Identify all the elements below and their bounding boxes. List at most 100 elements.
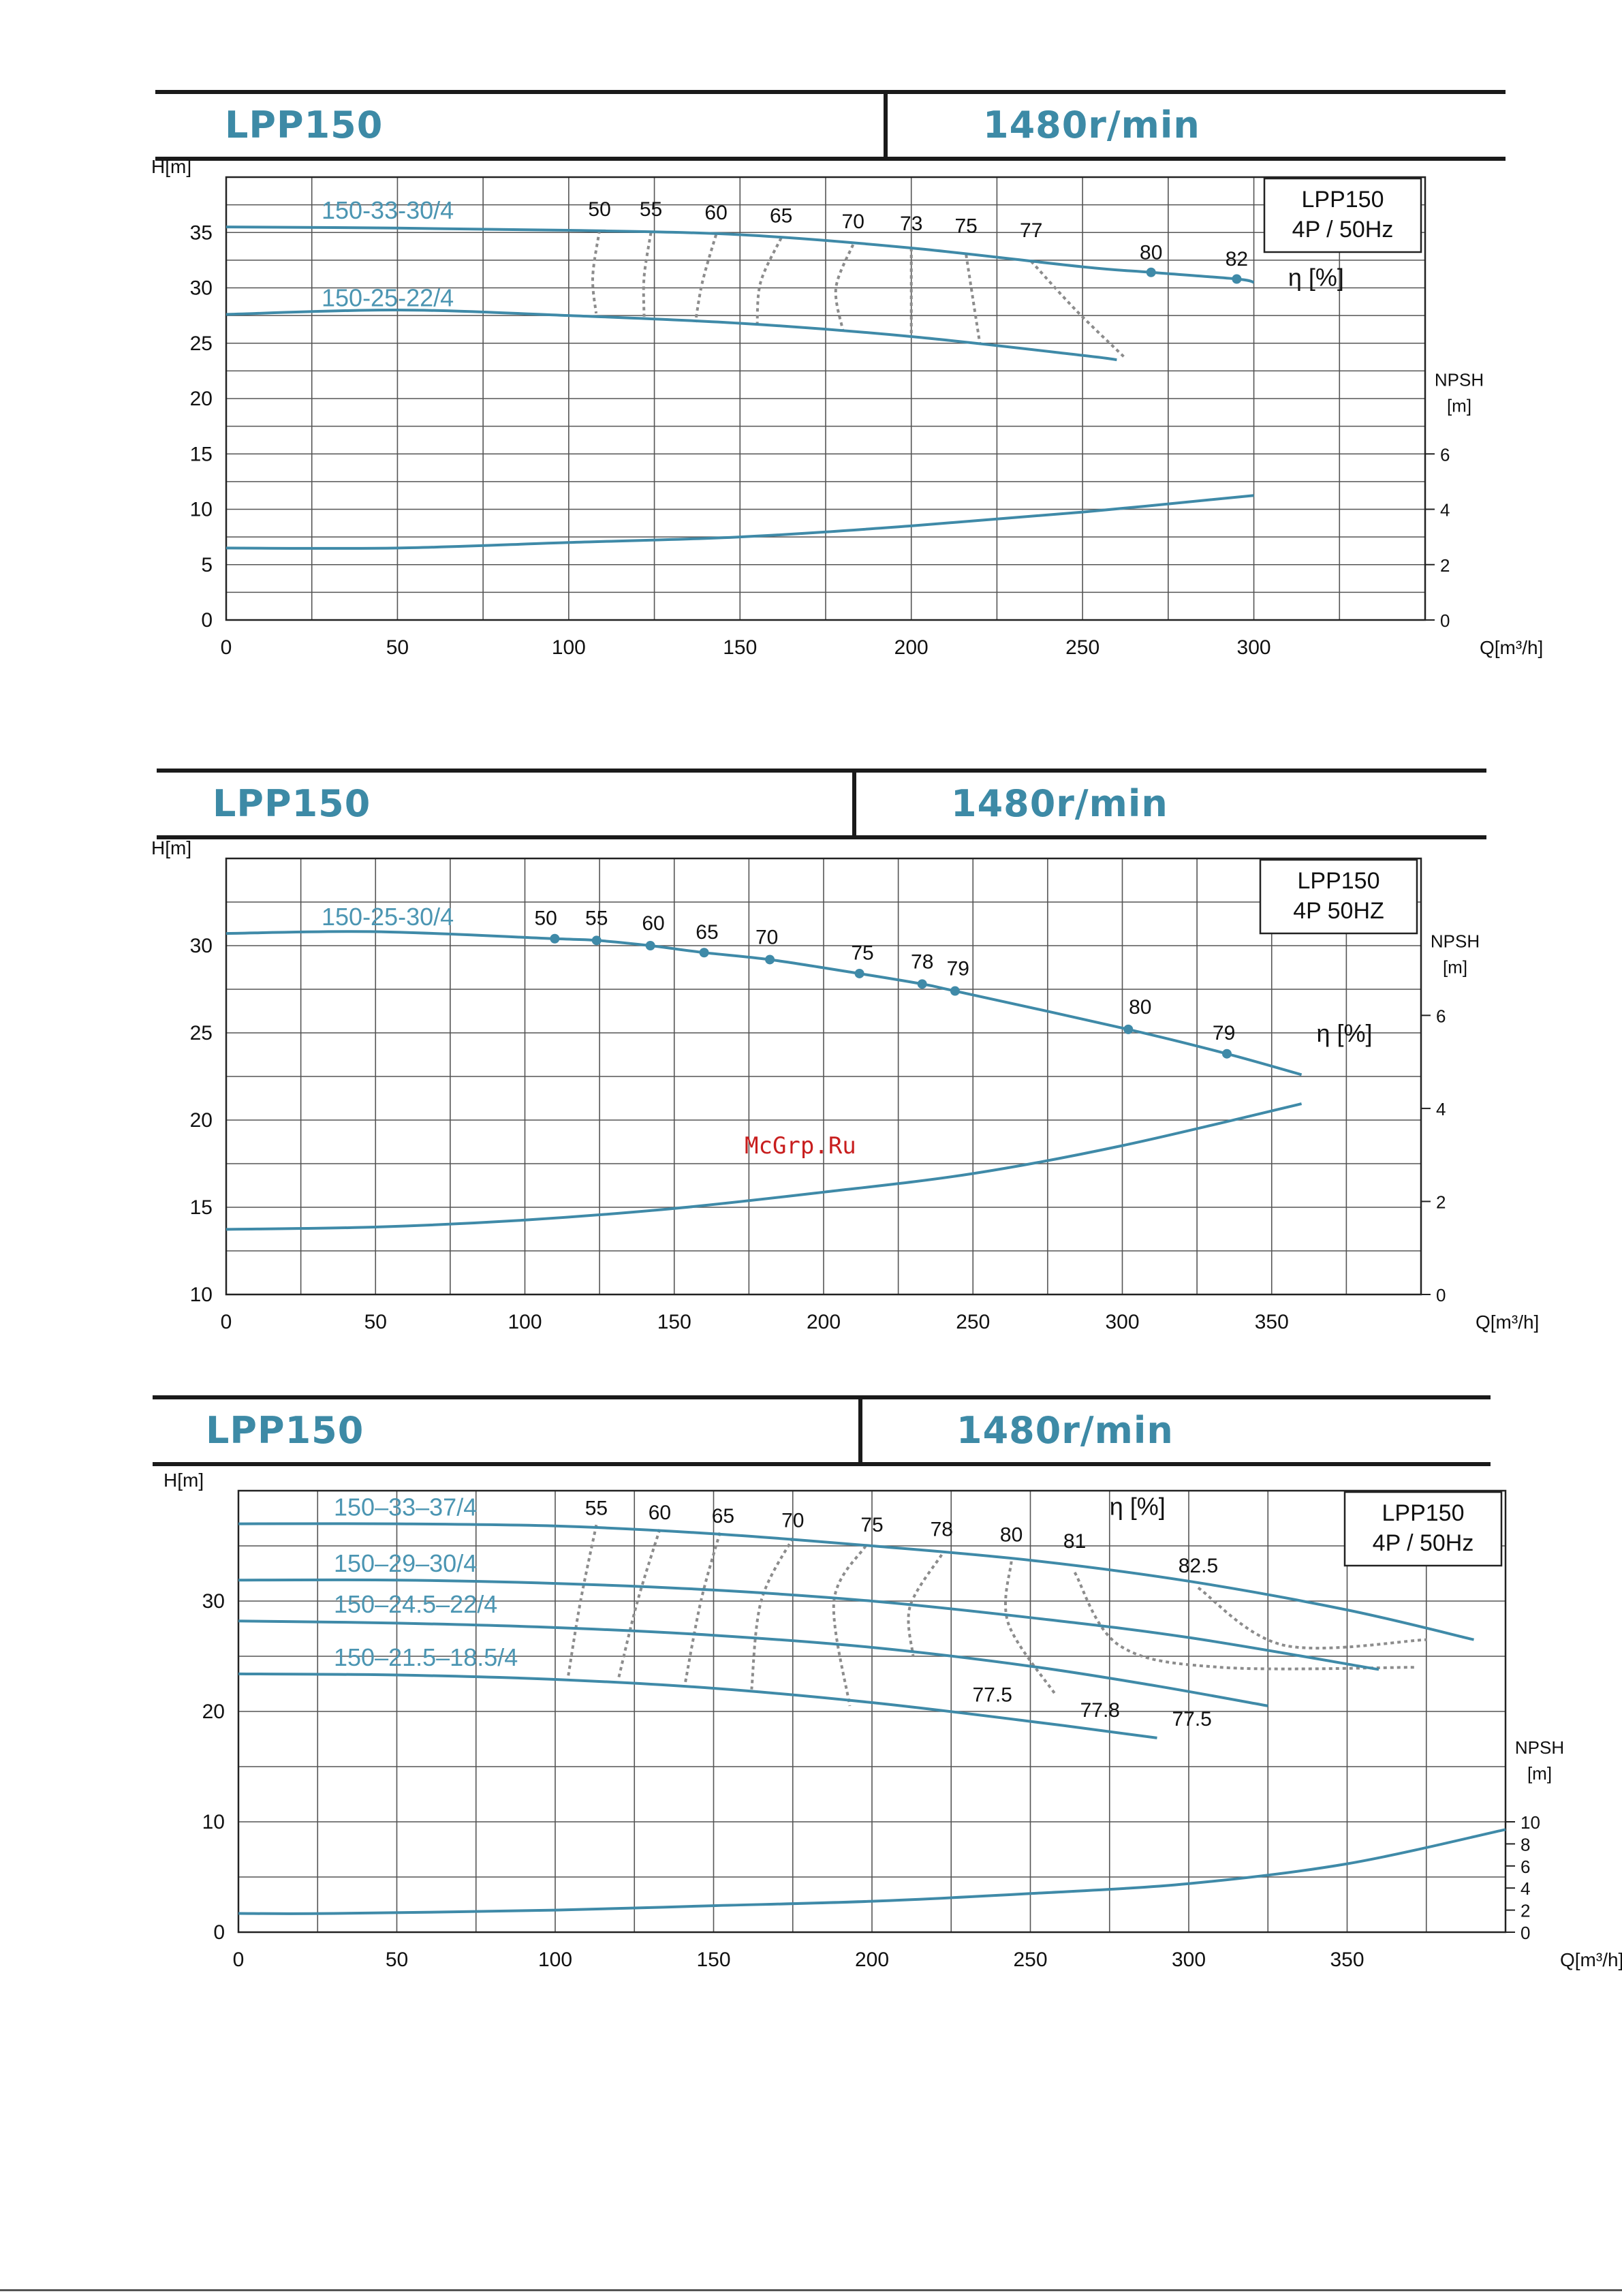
- efficiency-label: 81: [1063, 1530, 1086, 1553]
- npsh-curve: [238, 1828, 1506, 1915]
- iso-efficiency-curve: [755, 237, 783, 326]
- x-tick-label: 200: [894, 636, 929, 659]
- legend-model: LPP150: [1298, 868, 1380, 894]
- head-curve: [225, 226, 1255, 284]
- efficiency-label: 75: [860, 1514, 883, 1536]
- npsh-curve: [225, 494, 1254, 550]
- efficiency-label: 70: [842, 211, 864, 233]
- y-tick-label: 30: [202, 1590, 225, 1613]
- efficiency-label: 75: [954, 215, 977, 237]
- x-tick-label: 0: [221, 1311, 232, 1333]
- x-tick-label: 250: [1065, 636, 1099, 659]
- iso-efficiency-curve: [1197, 1586, 1426, 1650]
- efficiency-label: 77.8: [1080, 1699, 1120, 1722]
- npsh-tick-label: 6: [1520, 1857, 1530, 1877]
- x-tick-label: 0: [221, 636, 232, 659]
- x-tick-label: 100: [538, 1949, 572, 1971]
- y-tick-label: 10: [190, 499, 213, 521]
- panel-1-model-title: LPP150: [225, 104, 384, 146]
- panel-3-chart: 0 50 100 150 200 250 300 35001020300246810H[m]Q…: [163, 1470, 1622, 1971]
- iso-efficiency-curve: [834, 244, 855, 330]
- header-divider: [884, 94, 888, 157]
- y-axis-label: H[m]: [163, 1470, 204, 1491]
- panel-1-chart: 0 50 100 150 200 250 300 0 5 10 15 20 25 30 35 0 2 4 6 H[m]…: [151, 156, 1543, 659]
- y-tick-label: 20: [190, 388, 213, 410]
- npsh-tick-label: 6: [1436, 1006, 1446, 1026]
- y-tick-label: 20: [202, 1701, 225, 1723]
- x-tick-label: 300: [1237, 636, 1271, 659]
- iso-efficiency-curve: [591, 230, 602, 314]
- legend-box: [1263, 177, 1422, 253]
- efficiency-axis-label: η [%]: [1317, 1019, 1373, 1047]
- header-divider: [858, 1399, 862, 1462]
- efficiency-label: 65: [712, 1505, 734, 1527]
- head-curve: [225, 308, 1117, 362]
- iso-efficiency-curve: [1030, 260, 1125, 358]
- x-tick-label: 300: [1105, 1311, 1139, 1333]
- x-tick-label: 0: [233, 1949, 245, 1971]
- x-tick-label: 350: [1255, 1311, 1289, 1333]
- npsh-tick-label: 8: [1520, 1834, 1530, 1855]
- efficiency-label: 77: [1020, 219, 1042, 242]
- legend-model: LPP150: [1302, 187, 1384, 213]
- iso-efficiency-curve: [1073, 1571, 1417, 1671]
- efficiency-label: 82.5: [1179, 1555, 1218, 1577]
- plot-frame: [225, 176, 1426, 621]
- efficiency-point: [1146, 267, 1156, 277]
- npsh-tick-label: 0: [1520, 1923, 1530, 1943]
- npsh-tick-label: 0: [1440, 610, 1450, 631]
- iso-efficiency-curve: [832, 1545, 867, 1707]
- x-tick-label: 350: [1330, 1949, 1364, 1971]
- npsh-tick-label: 2: [1440, 555, 1450, 576]
- x-tick-label: 200: [807, 1311, 841, 1333]
- legend-rating: 4P / 50Hz: [1373, 1530, 1474, 1556]
- npsh-tick-label: 0: [1436, 1285, 1446, 1305]
- iso-efficiency-curve: [683, 1532, 721, 1684]
- iso-efficiency-curve: [693, 234, 718, 323]
- x-tick-label: 300: [1172, 1949, 1206, 1971]
- iso-efficiency-curve: [1004, 1561, 1057, 1696]
- x-axis-label: Q[m³/h]: [1560, 1949, 1622, 1970]
- npsh-tick-label: 2: [1436, 1192, 1446, 1212]
- panel-3-header: LPP150 1480r/min: [153, 1395, 1491, 1466]
- head-curve: [238, 1619, 1268, 1707]
- npsh-tick-label: 4: [1436, 1099, 1446, 1119]
- panel-1-speed-title: 1480r/min: [983, 104, 1200, 146]
- series-label: 150-25-30/4: [322, 903, 454, 931]
- y-tick-label: 25: [190, 1022, 213, 1044]
- npsh-tick-label: 4: [1520, 1878, 1530, 1899]
- y-tick-label: 25: [190, 332, 213, 355]
- legend-rating: 4P 50HZ: [1293, 898, 1384, 924]
- panel-2-header: LPP150 1480r/min: [157, 769, 1486, 839]
- plot-frame: [237, 1489, 1507, 1934]
- plot-frame: [225, 857, 1422, 1296]
- npsh-axis-label: NPSH: [1515, 1737, 1564, 1758]
- series-label: 150–29–30/4: [334, 1549, 477, 1577]
- efficiency-label: 65: [696, 921, 718, 944]
- efficiency-label: 70: [755, 926, 778, 948]
- series-label: 150-25-22/4: [322, 284, 454, 312]
- efficiency-label: 79: [1213, 1022, 1235, 1044]
- iso-efficiency-curve: [642, 232, 653, 317]
- efficiency-label: 60: [704, 202, 727, 224]
- legend-box: [1259, 858, 1418, 935]
- npsh-axis-label: NPSH: [1435, 369, 1484, 390]
- efficiency-label: 55: [585, 1498, 608, 1520]
- efficiency-point: [950, 986, 960, 996]
- efficiency-axis-label: η [%]: [1288, 263, 1344, 291]
- efficiency-label: 55: [640, 198, 662, 221]
- x-tick-label: 100: [508, 1311, 542, 1333]
- iso-efficiency-curve: [965, 254, 982, 344]
- efficiency-point: [1232, 274, 1242, 284]
- panel-1-header: LPP150 1480r/min: [155, 90, 1506, 161]
- x-tick-label: 150: [696, 1949, 730, 1971]
- efficiency-point: [550, 933, 560, 944]
- efficiency-label: 80: [1140, 241, 1162, 264]
- efficiency-label: 60: [642, 912, 664, 935]
- efficiency-label: 75: [851, 942, 873, 964]
- efficiency-point: [591, 935, 602, 946]
- y-tick-label: 0: [201, 609, 213, 632]
- x-axis-label: Q[m³/h]: [1480, 637, 1543, 658]
- efficiency-axis-label: η [%]: [1110, 1493, 1166, 1521]
- y-tick-label: 10: [190, 1284, 213, 1306]
